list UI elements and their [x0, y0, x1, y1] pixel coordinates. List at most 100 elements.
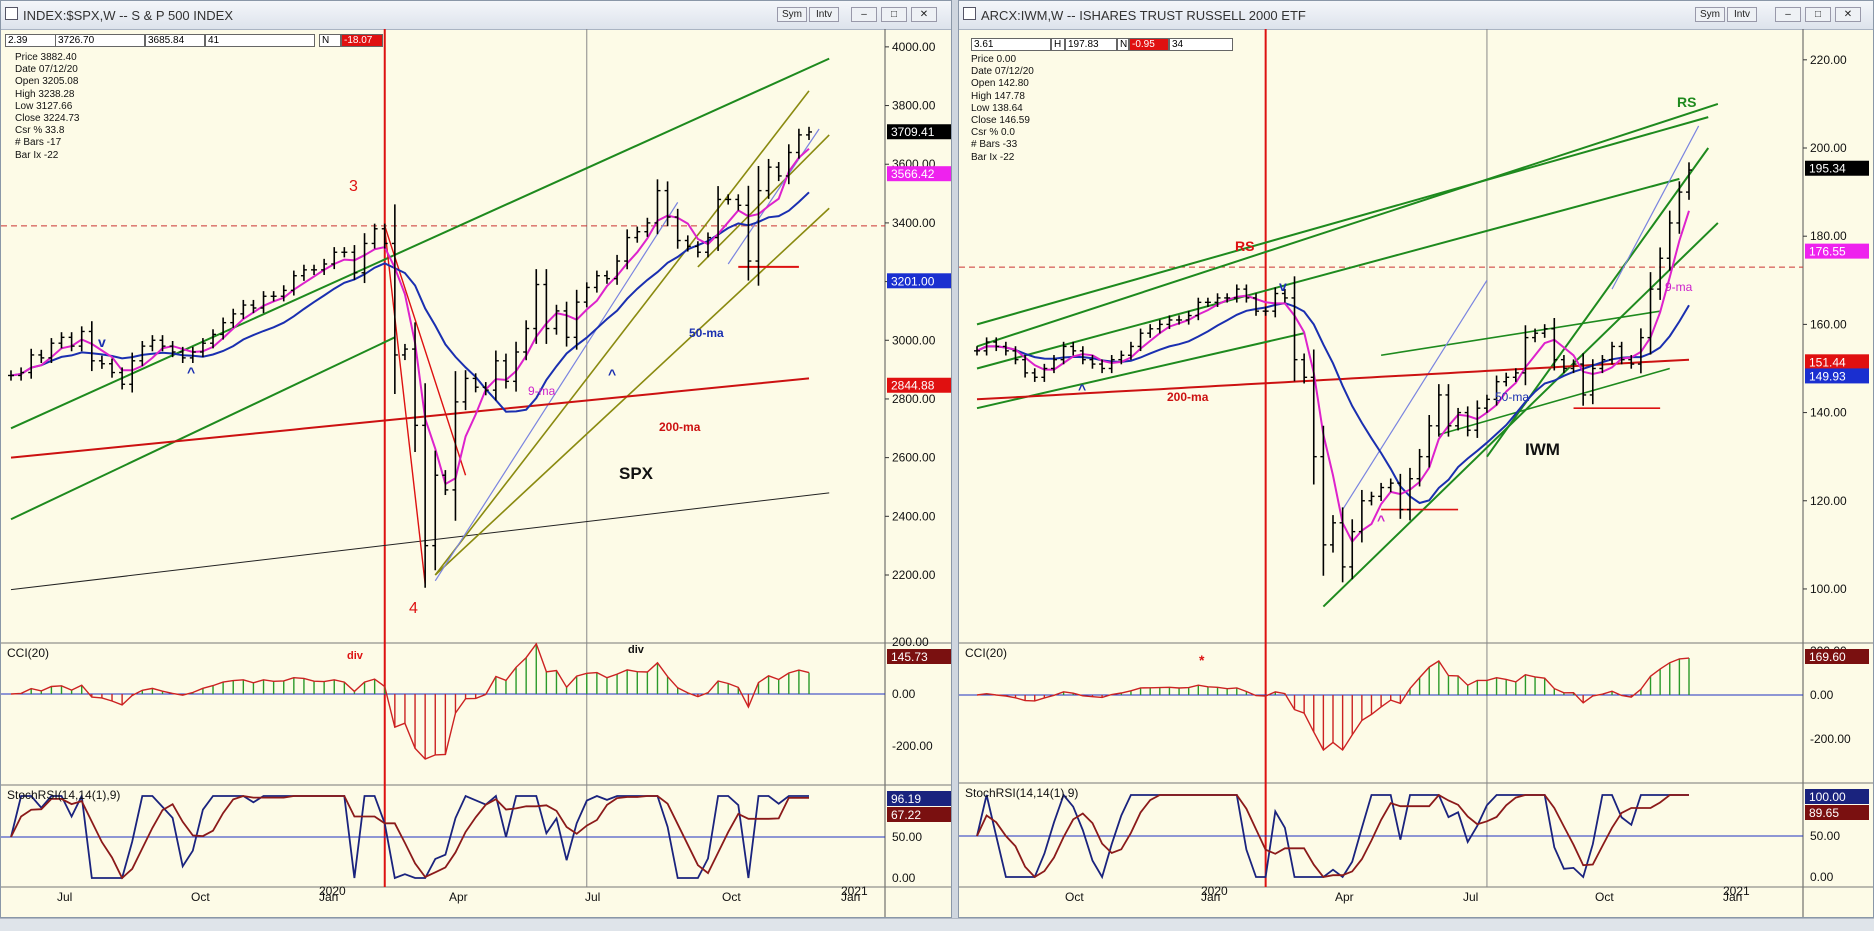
v-marker: v: [1279, 278, 1287, 294]
tag-ma9: 176.55: [1809, 245, 1846, 259]
tag-last-price-bg: [1805, 160, 1869, 176]
ma50-line: [10, 191, 810, 413]
x-tick-label: Jul: [57, 890, 72, 904]
ma200-line: [976, 358, 1690, 401]
tag-ma50-bg: [1805, 368, 1869, 384]
rsi-tick-label: 0.00: [892, 871, 916, 885]
intv-button[interactable]: Intv: [809, 7, 839, 22]
info-high: High 147.78: [971, 90, 1025, 102]
y-tick-label: 3400.00: [892, 216, 936, 230]
x-tick-label: 2020: [319, 884, 346, 898]
cci-line: [10, 642, 810, 760]
minimize-button[interactable]: –: [851, 7, 877, 22]
ma9-label: 9-ma: [1665, 280, 1693, 294]
spx-info-panel: Price 3882.40 Date 07/12/20 Open 3205.08…: [15, 52, 80, 162]
y-tick-label: 2600.00: [892, 451, 936, 465]
up-marker: ^: [608, 366, 616, 382]
info-bars: # Bars -33: [971, 139, 1018, 151]
iwm-chart[interactable]: 220.00 200.00 180.00 160.00 140.00 120.00 100.…: [959, 29, 1873, 917]
info-date: Date 07/12/20: [971, 66, 1034, 78]
olive-channel-upper: [434, 90, 810, 576]
info-barix: Bar Ix -22: [15, 149, 59, 161]
info-low: Low 138.64: [971, 102, 1023, 114]
green-trendline: [1438, 367, 1670, 436]
cci-tick-label: 0.00: [1810, 688, 1834, 702]
cci-tick-label: 200.00: [892, 635, 929, 649]
rsi-v1-bg: [887, 791, 951, 806]
iwm-title-bar: ARCX:IWM,W -- ISHARES TRUST RUSSELL 2000…: [959, 1, 1873, 30]
tag-ma50: 3201.00: [891, 274, 935, 288]
tag-ma9: 3566.42: [891, 167, 935, 181]
iwm-field-2: 197.83: [1065, 38, 1117, 51]
star-marker: *: [1199, 652, 1205, 668]
chart-app-icon: [963, 7, 976, 20]
x-tick-label: 2021: [1723, 884, 1750, 898]
blue-trendline: [434, 202, 679, 582]
x-tick-label: Oct: [1065, 890, 1084, 904]
x-tick-label: Jan: [1723, 890, 1742, 904]
ma200-label: 200-ma: [659, 420, 701, 434]
tag-ma200: 151.44: [1809, 355, 1846, 369]
info-open: Open 142.80: [971, 78, 1029, 90]
rsi-v2-bg: [887, 807, 951, 822]
rsi-tick-label: 50.00: [1810, 829, 1840, 843]
maximize-button[interactable]: □: [881, 7, 907, 22]
ma9-line: [976, 210, 1690, 544]
olive-channel-lower: [434, 207, 830, 576]
x-tick-label: Oct: [722, 890, 741, 904]
x-tick-label: 2021: [841, 884, 868, 898]
y-tick-label: 3000.00: [892, 333, 936, 347]
info-bars: # Bars -17: [15, 137, 62, 149]
y-tick-label: 100.00: [1810, 582, 1847, 596]
spx-chart[interactable]: 4000.003800.003600.003400.003200.003000.…: [1, 29, 951, 917]
spx-field-2: 3726.70: [55, 34, 145, 47]
spx-chart-window: INDEX:$SPX,W -- S & P 500 INDEX Sym Intv…: [0, 0, 952, 918]
close-button[interactable]: ✕: [1835, 7, 1861, 22]
tag-ma9-bg: [887, 166, 951, 182]
stochrsi-fast-line: [10, 792, 809, 880]
wave-3-label: 3: [349, 178, 358, 195]
ma200-label: 200-ma: [1167, 390, 1209, 404]
ma200-line: [10, 377, 810, 459]
rsi-value-1: 96.19: [891, 792, 921, 806]
tag-ma50: 149.93: [1809, 369, 1846, 383]
rsi-value-2: 67.22: [891, 808, 921, 822]
rsi-label: StochRSI(14,14(1),9): [965, 786, 1078, 800]
info-barix: Bar Ix -22: [971, 151, 1015, 163]
cci-line: [976, 657, 1690, 752]
spx-field-3: 3685.84: [145, 34, 205, 47]
green-channel-upper: [10, 57, 830, 430]
intv-button[interactable]: Intv: [1727, 7, 1757, 22]
y-tick-label: 4000.00: [892, 40, 936, 54]
rsi-value-2: 89.65: [1809, 806, 1839, 820]
y-tick-label: 2800.00: [892, 392, 936, 406]
iwm-field-3: 34: [1169, 38, 1233, 51]
divergence-label: div: [347, 650, 364, 662]
ma50-label: 50-ma: [1495, 390, 1529, 404]
blue-trendline: [1611, 125, 1700, 290]
maximize-button[interactable]: □: [1805, 7, 1831, 22]
info-price: Price 3882.40: [15, 52, 77, 63]
cci-tick-label: -200.00: [1810, 732, 1851, 746]
tag-ma200-bg: [887, 377, 951, 393]
green-trendline: [1380, 310, 1661, 357]
x-tick-label: Apr: [1335, 890, 1354, 904]
rsi-tick-label: 50.00: [892, 830, 922, 844]
close-button[interactable]: ✕: [911, 7, 937, 22]
x-tick-label: Apr: [449, 890, 468, 904]
x-tick-label: Jan: [841, 890, 860, 904]
iwm-window-title: ARCX:IWM,W -- ISHARES TRUST RUSSELL 2000…: [981, 8, 1306, 23]
green-support-line: [1322, 222, 1719, 608]
divergence-label: div: [628, 644, 645, 656]
sym-button[interactable]: Sym: [1695, 7, 1725, 22]
tag-ma200: 2844.88: [891, 379, 935, 393]
cci-tick-label: 0.00: [892, 687, 916, 701]
taskbar: [0, 918, 1874, 931]
minimize-button[interactable]: –: [1775, 7, 1801, 22]
sym-button[interactable]: Sym: [777, 7, 807, 22]
info-open: Open 3205.08: [15, 76, 79, 88]
spx-symbol-label: SPX: [619, 464, 654, 483]
rsi-value-1: 100.00: [1809, 790, 1846, 804]
y-tick-label: 220.00: [1810, 53, 1847, 67]
chart-app-icon: [5, 7, 18, 20]
